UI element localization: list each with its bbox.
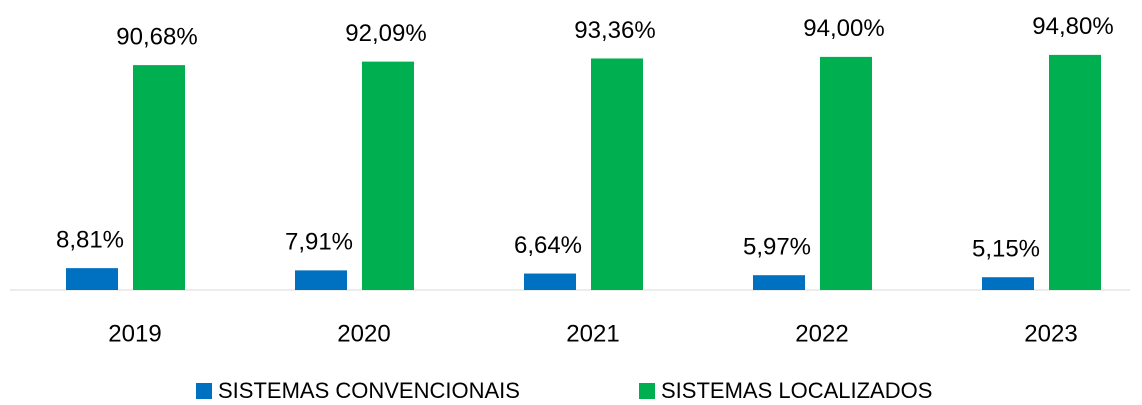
bar bbox=[820, 56, 872, 290]
data-label: 90,68% bbox=[116, 23, 197, 50]
bar bbox=[753, 275, 805, 290]
bar bbox=[982, 277, 1034, 290]
bar bbox=[362, 61, 414, 291]
data-label: 92,09% bbox=[345, 20, 426, 47]
x-tick-label: 2022 bbox=[795, 320, 848, 347]
bar bbox=[1049, 54, 1101, 291]
bar bbox=[591, 58, 643, 291]
data-label: 6,64% bbox=[514, 232, 582, 259]
bar bbox=[66, 268, 118, 290]
x-tick-label: 2023 bbox=[1024, 320, 1077, 347]
data-label: 5,97% bbox=[743, 234, 811, 261]
legend-swatch bbox=[639, 383, 655, 399]
bar bbox=[133, 65, 185, 290]
data-label: 94,80% bbox=[1032, 13, 1113, 40]
legend-swatch bbox=[196, 383, 212, 399]
data-label: 93,36% bbox=[574, 17, 655, 44]
x-tick-label: 2021 bbox=[566, 320, 619, 347]
data-label: 8,81% bbox=[56, 226, 124, 253]
data-label: 94,00% bbox=[803, 15, 884, 42]
bar bbox=[524, 273, 576, 290]
legend-label: SISTEMAS CONVENCIONAIS bbox=[218, 378, 520, 403]
data-label: 5,15% bbox=[972, 236, 1040, 263]
x-tick-label: 2019 bbox=[108, 320, 161, 347]
legend-label: SISTEMAS LOCALIZADOS bbox=[661, 378, 932, 403]
bar bbox=[295, 270, 347, 290]
data-label: 7,91% bbox=[285, 229, 353, 256]
x-tick-label: 2020 bbox=[337, 320, 390, 347]
